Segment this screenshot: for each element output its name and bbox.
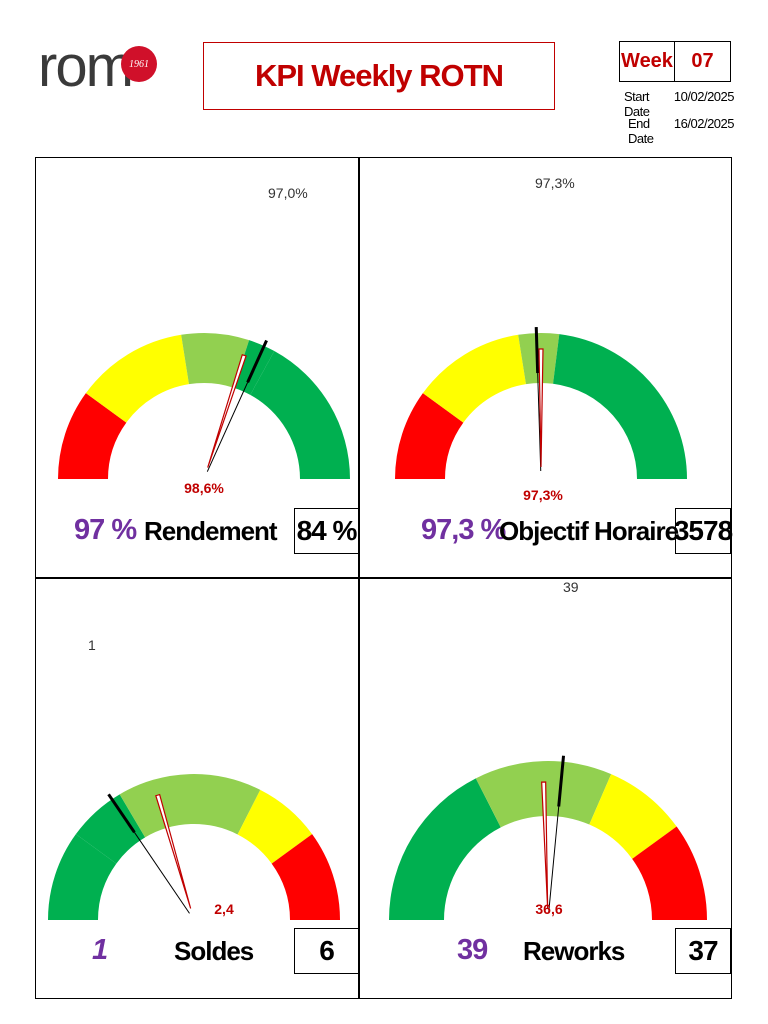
value-box-soldes: 6 (294, 928, 359, 974)
week-label: Week (620, 42, 675, 81)
gauge-segment-0 (48, 834, 117, 920)
needle-red-label: 2,4 (214, 901, 234, 917)
start-date-row: Start Date 10/02/2025 (600, 89, 735, 119)
kpi-name-objectif-horaire: Objectif Horaire (499, 516, 679, 546)
value-box-rendement: 84 % (294, 508, 359, 554)
kpi-name-soldes: Soldes (174, 936, 254, 966)
needle-black (557, 755, 566, 807)
report-title-box: KPI Weekly ROTN (203, 42, 555, 110)
gauge-soldes: 12,4 (48, 637, 340, 920)
value-box-objectif-horaire: 3578 (674, 508, 733, 554)
gauge-segment-0 (58, 393, 127, 479)
needle-red-label: 36,6 (535, 901, 562, 917)
gauge-objectif-horaire: 97,3% 97,3% (395, 175, 687, 503)
start-date-label: Start Date (624, 89, 650, 119)
gauge-segment-1 (75, 794, 146, 864)
gauge-segment-0 (395, 393, 464, 479)
needle-black-label: 1 (88, 637, 96, 653)
gauge-panel-soldes: 1 2,4 1 Soldes 6 (35, 577, 360, 999)
actual-objectif-horaire: 97,3 % (421, 514, 506, 546)
end-date-row: End Date 16/02/2025 (600, 116, 735, 146)
needle-red-label: 98,6% (184, 480, 224, 496)
gauge-segment-3 (237, 789, 313, 864)
gauge-panel-objectif-horaire: 97,3% 97,3% 97,3 % Objectif Horaire 3578 (358, 157, 733, 579)
gauge-reworks: 39 36,6 (389, 579, 707, 920)
needle-black-tail (134, 832, 190, 914)
gauge-segment-1 (85, 334, 189, 423)
kpi-name-reworks: Reworks (523, 936, 625, 966)
actual-reworks: 39 (457, 934, 488, 966)
gauge-segment-0 (389, 778, 501, 920)
needle-black-tail (206, 382, 249, 472)
actual-soldes: 1 (92, 934, 108, 966)
needle-red (541, 781, 549, 909)
gauge-rendement: 97,0% 98,6% (58, 185, 350, 496)
gauge-segment-2 (181, 333, 250, 388)
needle-red (538, 348, 544, 468)
needle-black (534, 327, 540, 374)
week-value: 07 (691, 50, 714, 72)
gauge-segment-4 (271, 834, 340, 920)
gauge-segment-3 (632, 826, 707, 920)
kpi-name-rendement: Rendement (144, 516, 278, 546)
needle-black-label: 97,3% (535, 175, 575, 191)
report-title: KPI Weekly ROTN (254, 58, 504, 93)
needle-red-label: 97,3% (523, 487, 563, 503)
gauge-panel-reworks: 39 36,6 39 Reworks 37 (358, 577, 732, 999)
needle-red (155, 793, 192, 909)
gauge-panel-rendement: 97,0% 98,6% 97 % Rendement 84 % (35, 157, 360, 579)
value-box-reworks: 37 (675, 928, 731, 974)
week-box: Week 07 (619, 41, 731, 82)
gauge-segment-2 (589, 774, 677, 859)
gauge-segment-1 (422, 334, 526, 423)
end-date-label: End Date (628, 116, 654, 146)
gauge-segment-3 (553, 334, 687, 479)
end-date-value: 16/02/2025 (673, 116, 735, 131)
logo-badge: 1961 (121, 46, 157, 82)
needle-black-label: 39 (563, 579, 579, 595)
needle-black (107, 793, 136, 834)
actual-rendement: 97 % (74, 514, 137, 546)
needle-black-label: 97,0% (268, 185, 308, 201)
gauge-segment-2 (119, 774, 261, 838)
needle-red (207, 353, 247, 468)
gauge-segment-4 (250, 351, 350, 479)
start-date-value: 10/02/2025 (673, 89, 735, 104)
needle-black (246, 339, 268, 384)
logo-text: rom (38, 34, 134, 99)
company-logo: rom 1961 (38, 38, 158, 98)
needle-black-tail (548, 806, 560, 913)
